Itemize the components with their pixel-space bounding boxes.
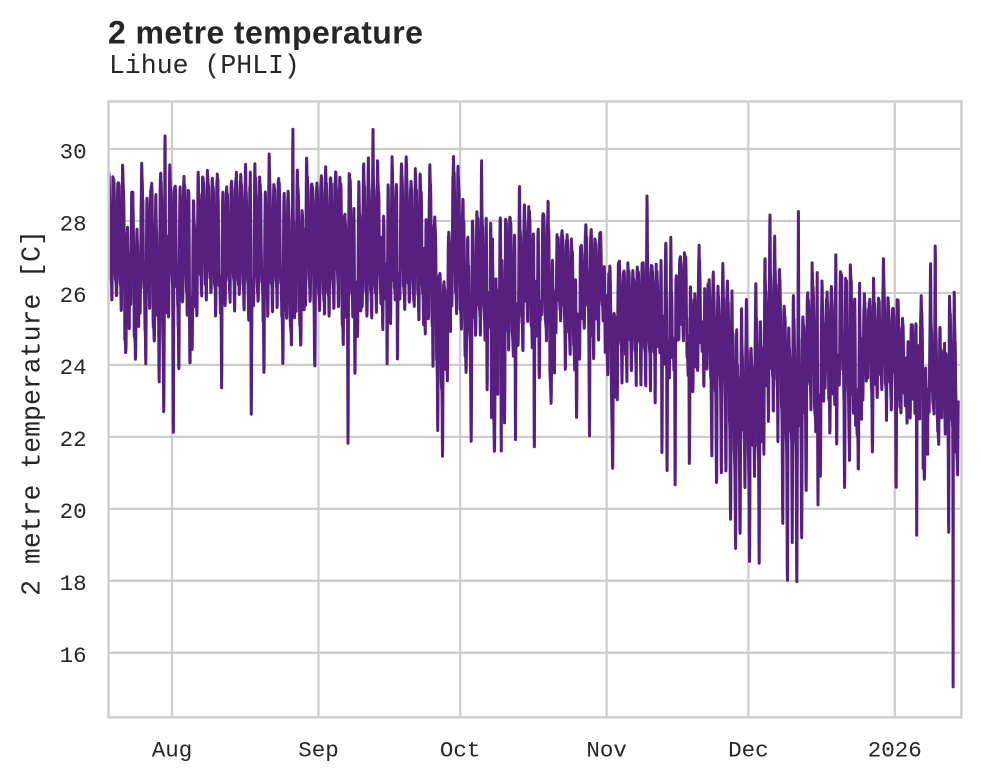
svg-text:Aug: Aug — [152, 738, 193, 764]
svg-text:Nov: Nov — [586, 738, 627, 764]
svg-text:30: 30 — [60, 139, 87, 165]
svg-text:18: 18 — [60, 571, 87, 597]
svg-text:Oct: Oct — [440, 738, 481, 764]
svg-text:22: 22 — [60, 427, 87, 453]
svg-text:Sep: Sep — [298, 738, 339, 764]
svg-text:Lihue (PHLI): Lihue (PHLI) — [109, 51, 300, 81]
svg-text:26: 26 — [60, 283, 87, 309]
svg-text:Dec: Dec — [728, 738, 769, 764]
svg-text:28: 28 — [60, 211, 87, 237]
svg-text:16: 16 — [60, 643, 87, 669]
svg-text:2 metre temperature: 2 metre temperature — [108, 15, 423, 51]
svg-text:2026: 2026 — [868, 738, 922, 764]
svg-text:2 metre temperature [C]: 2 metre temperature [C] — [18, 230, 48, 596]
svg-text:24: 24 — [60, 355, 87, 381]
svg-text:20: 20 — [60, 499, 87, 525]
